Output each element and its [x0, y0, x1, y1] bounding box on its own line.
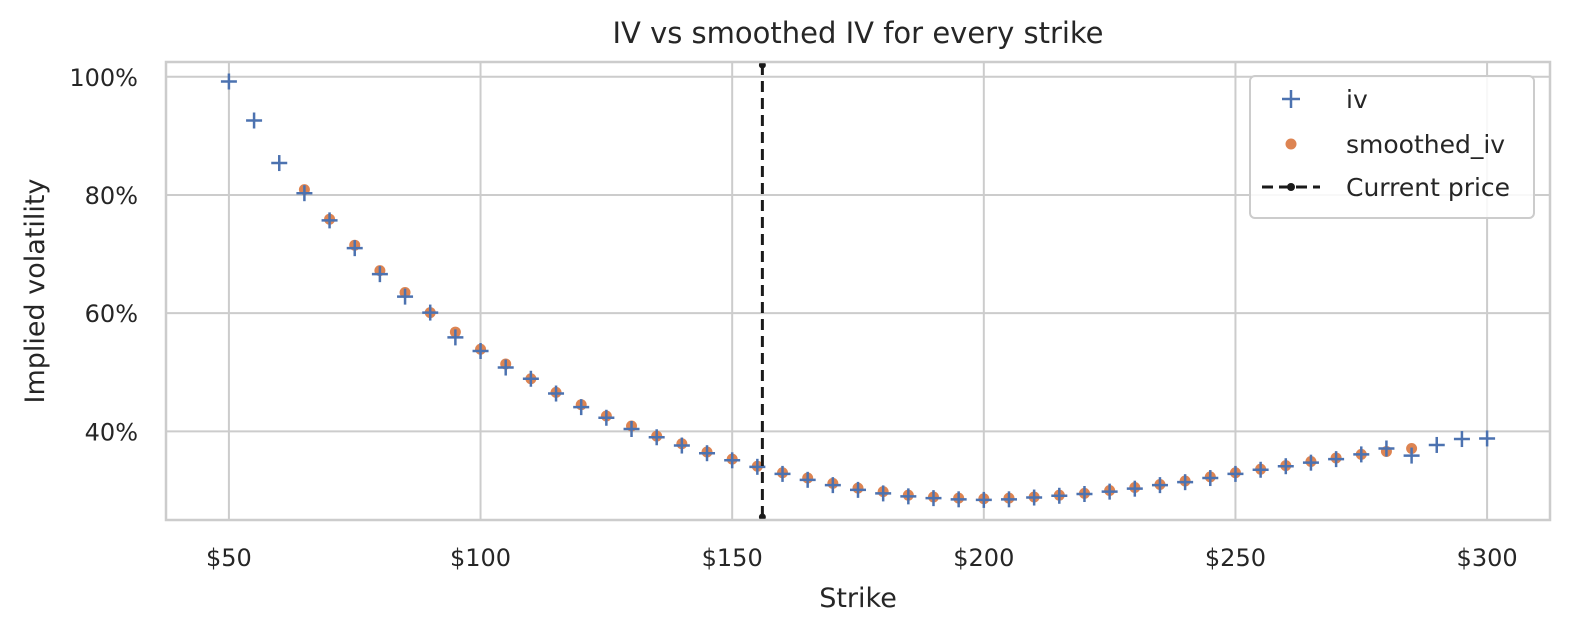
x-tick-label: $100 — [450, 544, 511, 572]
iv-point — [422, 304, 439, 321]
chart-title: IV vs smoothed IV for every strike — [612, 16, 1103, 50]
iv-point — [1428, 436, 1445, 453]
iv-point — [875, 485, 892, 502]
iv-point — [346, 240, 363, 257]
iv-point — [1302, 454, 1319, 471]
iv-point — [472, 342, 489, 359]
y-tick-label: 40% — [85, 418, 138, 446]
iv-point — [371, 266, 388, 283]
iv-point — [397, 288, 414, 305]
iv-point — [1051, 487, 1068, 504]
iv-point — [1277, 458, 1294, 475]
x-axis-label: Strike — [819, 583, 897, 614]
y-axis-label: Implied volatility — [20, 179, 51, 404]
legend-iv-marker — [1282, 90, 1300, 108]
data-marks — [220, 61, 1496, 521]
iv-point — [925, 490, 942, 507]
iv-point — [1000, 491, 1017, 508]
y-tick-label: 60% — [85, 300, 138, 328]
iv-point — [573, 399, 590, 416]
legend-box — [1249, 75, 1535, 219]
iv-point — [447, 329, 464, 346]
iv-point — [1101, 483, 1118, 500]
x-tick-label: $150 — [702, 544, 763, 572]
iv-point — [497, 359, 514, 376]
iv-point — [1378, 440, 1395, 457]
x-tick-label: $250 — [1205, 544, 1266, 572]
x-tick-label: $200 — [953, 544, 1014, 572]
iv-point — [1151, 477, 1168, 494]
iv-point — [699, 445, 716, 462]
y-tick-labels: 40% 60% 80% 100% — [69, 64, 138, 447]
legend-label-iv: iv — [1346, 85, 1368, 114]
iv-point — [598, 409, 615, 426]
iv-point — [975, 491, 992, 508]
iv-point — [271, 155, 288, 172]
x-tick-label: $50 — [206, 544, 252, 572]
iv-point — [1026, 489, 1043, 506]
iv-point — [1328, 451, 1345, 468]
iv-point — [648, 429, 665, 446]
iv-point — [950, 491, 967, 508]
iv-point — [1076, 485, 1093, 502]
iv-point — [1126, 480, 1143, 497]
iv-point — [1353, 446, 1370, 463]
iv-point — [1479, 430, 1496, 447]
iv-point — [1453, 431, 1470, 448]
iv-point — [623, 420, 640, 437]
legend: iv smoothed_iv Current price — [1249, 75, 1535, 219]
x-tick-label: $300 — [1457, 544, 1518, 572]
iv-point — [220, 73, 237, 90]
plot-frame — [164, 60, 1552, 522]
iv-point — [296, 185, 313, 202]
iv-point — [774, 465, 791, 482]
iv-point — [824, 477, 841, 494]
iv-point — [673, 437, 690, 454]
x-tick-labels: $50 $100 $150 $200 $250 $300 — [206, 544, 1518, 572]
iv-point — [321, 212, 338, 229]
iv-point — [1202, 470, 1219, 487]
y-tick-label: 80% — [85, 182, 138, 210]
iv-point — [749, 458, 766, 475]
iv-point — [1403, 447, 1420, 464]
iv-point — [900, 488, 917, 505]
iv-point — [548, 385, 565, 402]
iv-point — [246, 112, 263, 129]
iv-point — [1227, 465, 1244, 482]
iv-point — [799, 471, 816, 488]
legend-label-smoothed-iv: smoothed_iv — [1346, 130, 1505, 159]
iv-point — [850, 481, 866, 498]
legend-current-price-marker — [1262, 183, 1320, 191]
legend-smoothed-iv-marker — [1285, 138, 1297, 150]
current-price-line — [758, 61, 766, 521]
y-tick-label: 100% — [69, 64, 138, 92]
iv-point — [522, 370, 539, 387]
iv-point — [724, 452, 741, 469]
iv-point — [1177, 474, 1194, 491]
iv-point — [1252, 461, 1269, 478]
legend-label-current-price: Current price — [1346, 173, 1510, 202]
